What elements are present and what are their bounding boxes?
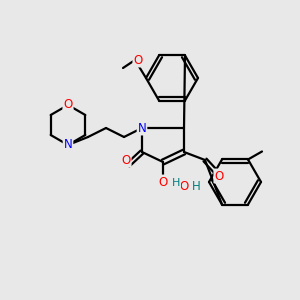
Text: O: O <box>158 176 168 188</box>
Text: O: O <box>214 169 224 182</box>
Text: O: O <box>179 181 189 194</box>
Text: H: H <box>192 181 201 194</box>
Text: O: O <box>63 98 73 112</box>
Text: N: N <box>138 122 146 134</box>
Text: O: O <box>122 154 130 166</box>
Text: O: O <box>134 53 142 67</box>
Text: N: N <box>64 139 72 152</box>
Text: H: H <box>172 178 180 188</box>
